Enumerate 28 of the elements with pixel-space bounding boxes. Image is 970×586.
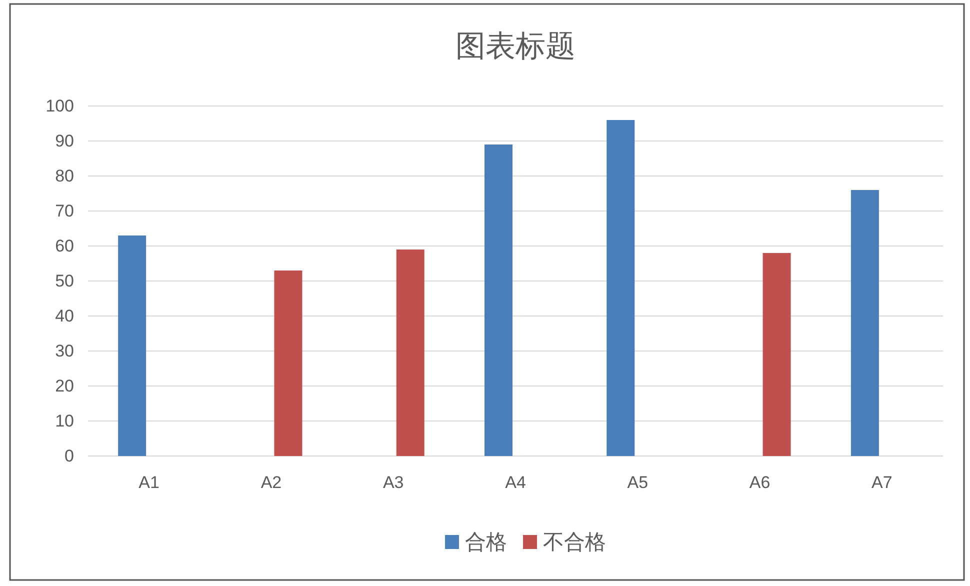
y-tick-label: 80	[55, 166, 74, 186]
y-tick-label: 20	[55, 376, 74, 396]
bar	[606, 120, 635, 456]
y-tick-label: 90	[55, 131, 74, 150]
bar	[118, 236, 146, 456]
y-tick-label: 70	[55, 201, 74, 220]
y-tick-label: 30	[55, 341, 74, 360]
bar	[274, 270, 302, 456]
x-tick-label: A4	[505, 473, 526, 492]
x-tick-label: A1	[138, 473, 160, 492]
y-tick-label: 50	[55, 271, 74, 290]
legend-label: 不合格	[543, 530, 606, 554]
y-tick-label: 0	[64, 446, 74, 466]
bar	[850, 190, 879, 456]
x-tick-label: A7	[872, 473, 892, 492]
y-tick-label: 60	[55, 236, 74, 256]
x-tick-label: A2	[260, 473, 282, 492]
y-tick-label: 10	[55, 411, 74, 430]
legend-label: 合格	[465, 530, 507, 554]
x-tick-label: A5	[627, 473, 648, 492]
y-tick-label: 100	[46, 96, 74, 116]
bar	[396, 250, 424, 456]
x-tick-label: A6	[749, 473, 770, 492]
x-tick-label: A3	[382, 473, 404, 492]
bar	[484, 144, 512, 456]
bar	[762, 253, 791, 456]
chart-title: 图表标题	[456, 29, 576, 64]
y-tick-label: 40	[55, 306, 74, 326]
